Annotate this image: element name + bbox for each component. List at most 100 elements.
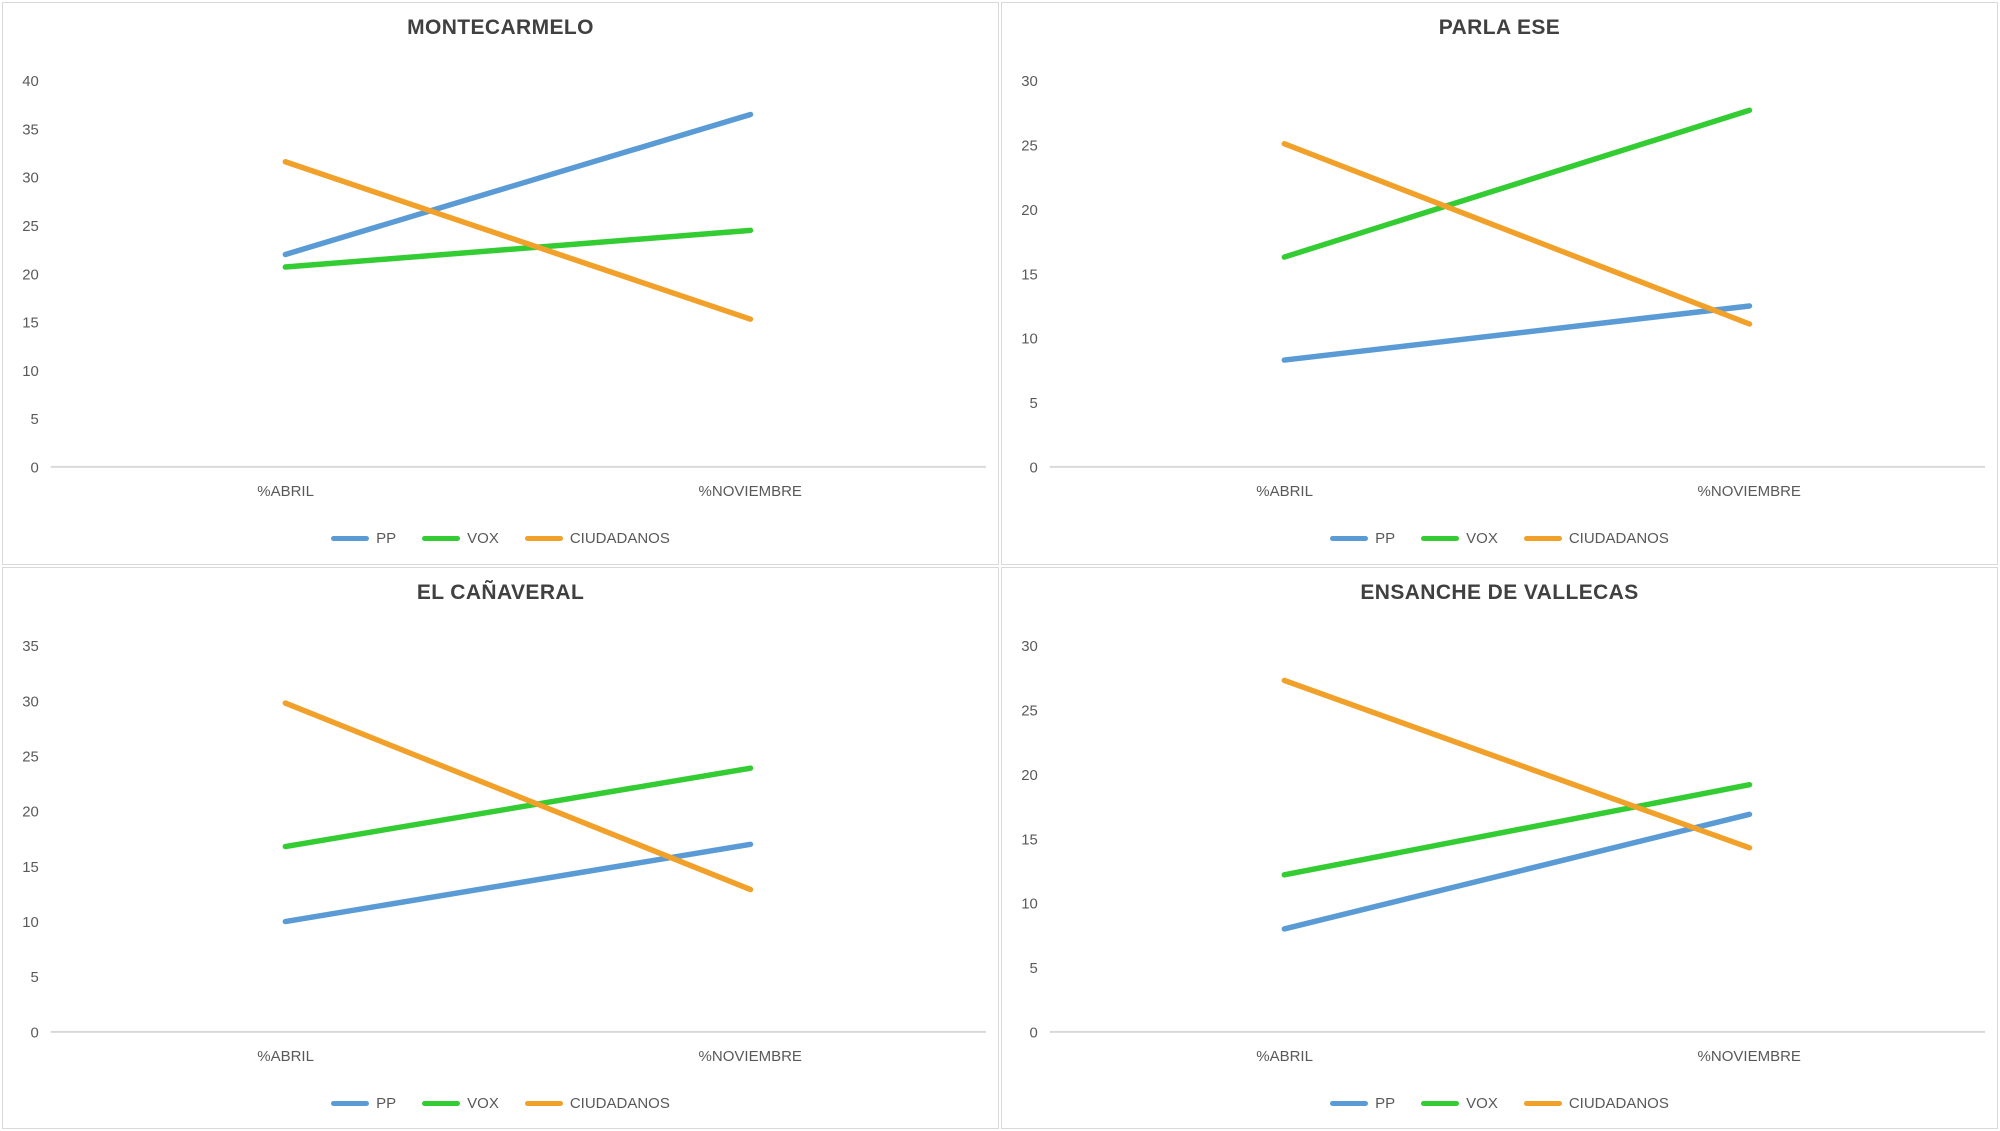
y-tick-label: 15 (1021, 831, 1038, 848)
legend-item-pp: PP (1330, 1095, 1395, 1112)
y-tick-label: 10 (1021, 331, 1038, 348)
x-category-label-abril: %ABRIL (1256, 1047, 1313, 1065)
legend-label: VOX (1466, 1094, 1498, 1112)
y-tick-label: 30 (1021, 638, 1038, 655)
x-category-label-abril: %ABRIL (1256, 483, 1313, 500)
legend-label: CIUDADANOS (1568, 530, 1669, 547)
legend-label: VOX (467, 530, 499, 547)
chart-title: MONTECARMELO (407, 16, 594, 39)
series-line-ciudadanos (282, 699, 754, 892)
legend-marker-vox (422, 536, 461, 541)
chart-legend: PP VOX CIUDADANOS (3, 1095, 998, 1112)
legend-item-ciudadanos: CIUDADANOS (524, 1094, 670, 1112)
y-tick-label: 20 (1021, 766, 1038, 783)
series-line-ciudadanos (1281, 141, 1753, 327)
legend-label: PP (376, 530, 397, 547)
legend-marker-pp (1330, 536, 1369, 541)
chart-panel-el-canaveral[interactable]: EL CAÑAVERAL 0 5 10 15 20 25 30 35 %ABRIL %NOVI… (2, 566, 999, 1129)
legend-label: PP (1375, 1094, 1396, 1112)
series-line-vox (1281, 781, 1753, 878)
chart-legend: PP VOX CIUDADANOS (1002, 1095, 1997, 1112)
y-tick-label: 25 (1021, 138, 1038, 155)
legend-marker-ciudadanos (1523, 536, 1562, 541)
y-tick-label: 30 (22, 693, 39, 710)
plot-area: 0 5 10 15 20 25 30 (1021, 638, 1986, 1041)
legend-marker-pp (331, 536, 370, 541)
chart-legend: PP VOX CIUDADANOS (3, 530, 998, 547)
y-tick-label: 30 (22, 170, 39, 187)
y-tick-label: 20 (22, 803, 39, 820)
series-line-vox (282, 764, 754, 849)
y-tick-label: 15 (1021, 266, 1038, 283)
x-category-label-abril: %ABRIL (257, 483, 314, 500)
y-tick-label: 30 (1021, 73, 1038, 90)
y-tick-label: 15 (22, 315, 39, 332)
chart-title: EL CAÑAVERAL (416, 580, 585, 604)
legend-label: PP (1375, 530, 1396, 547)
y-tick-label: 25 (1021, 702, 1038, 719)
y-tick-label: 0 (31, 459, 39, 476)
x-category-label-noviembre: %NOVIEMBRE (698, 483, 802, 500)
y-tick-label: 10 (22, 363, 39, 380)
y-tick-label: 35 (22, 638, 39, 655)
y-tick-label: 35 (22, 121, 39, 138)
y-tick-label: 25 (22, 748, 39, 765)
x-category-label-noviembre: %NOVIEMBRE (1697, 1047, 1801, 1065)
y-tick-label: 10 (22, 914, 39, 931)
legend-item-vox: VOX (422, 1095, 499, 1112)
y-tick-label: 40 (22, 73, 39, 90)
series-line-pp (1281, 303, 1753, 363)
chart-legend: PP VOX CIUDADANOS (1002, 530, 1997, 547)
series-line-ciudadanos (1281, 677, 1753, 851)
legend-item-ciudadanos: CIUDADANOS (1523, 530, 1669, 547)
legend-item-pp: PP (1330, 530, 1395, 547)
y-tick-label: 0 (1030, 459, 1038, 476)
x-category-label-noviembre: %NOVIEMBRE (1697, 483, 1801, 500)
series-line-ciudadanos (282, 159, 754, 322)
y-tick-label: 5 (1030, 960, 1038, 977)
legend-item-ciudadanos: CIUDADANOS (1523, 1095, 1669, 1112)
y-tick-label: 20 (22, 266, 39, 283)
series-line-vox (1281, 107, 1753, 260)
legend-item-pp: PP (331, 1095, 396, 1112)
series-line-vox (282, 227, 754, 270)
legend-label: VOX (467, 1094, 499, 1112)
legend-marker-ciudadanos (524, 1100, 563, 1106)
chart-title: PARLA ESE (1438, 16, 1561, 39)
y-tick-label: 0 (31, 1024, 39, 1041)
legend-marker-vox (422, 1100, 461, 1106)
x-category-label-noviembre: %NOVIEMBRE (698, 1047, 802, 1065)
y-tick-label: 15 (22, 858, 39, 875)
legend-label: VOX (1466, 530, 1498, 547)
chart-panel-parla-ese[interactable]: PARLA ESE 0 5 10 15 20 25 30 %ABRIL %NOVIEMBRE… (1001, 2, 1998, 565)
y-tick-label: 0 (1030, 1024, 1038, 1041)
series-line-pp (282, 841, 754, 924)
legend-marker-ciudadanos (524, 536, 563, 541)
legend-item-vox: VOX (1421, 1095, 1498, 1112)
chart-panel-montecarmelo[interactable]: MONTECARMELO 0 5 10 15 20 25 30 35 40 %ABRIL %NO… (2, 2, 999, 565)
legend-item-vox: VOX (1421, 530, 1498, 547)
legend-label: PP (376, 1094, 397, 1112)
chart-title: ENSANCHE DE VALLECAS (1360, 580, 1639, 604)
plot-area: 0 5 10 15 20 25 30 (1021, 73, 1986, 476)
y-tick-label: 10 (1021, 895, 1038, 912)
y-tick-label: 25 (22, 218, 39, 235)
legend-label: CIUDADANOS (569, 530, 670, 547)
legend-marker-ciudadanos (1523, 1100, 1562, 1106)
chart-panel-ensanche-de-vallecas[interactable]: ENSANCHE DE VALLECAS 0 5 10 15 20 25 30 %ABRIL… (1001, 566, 1998, 1129)
y-tick-label: 5 (31, 969, 39, 986)
legend-item-ciudadanos: CIUDADANOS (524, 530, 670, 547)
legend-marker-vox (1421, 536, 1460, 541)
legend-item-pp: PP (331, 530, 396, 547)
y-tick-label: 5 (31, 411, 39, 428)
legend-label: CIUDADANOS (569, 1094, 670, 1112)
x-category-label-abril: %ABRIL (257, 1047, 314, 1065)
series-line-pp (1281, 811, 1753, 932)
y-tick-label: 20 (1021, 202, 1038, 219)
series-line-pp (282, 111, 754, 258)
y-tick-label: 5 (1030, 395, 1038, 412)
legend-marker-pp (331, 1100, 370, 1106)
legend-marker-vox (1421, 1100, 1460, 1106)
legend-marker-pp (1330, 1100, 1369, 1106)
